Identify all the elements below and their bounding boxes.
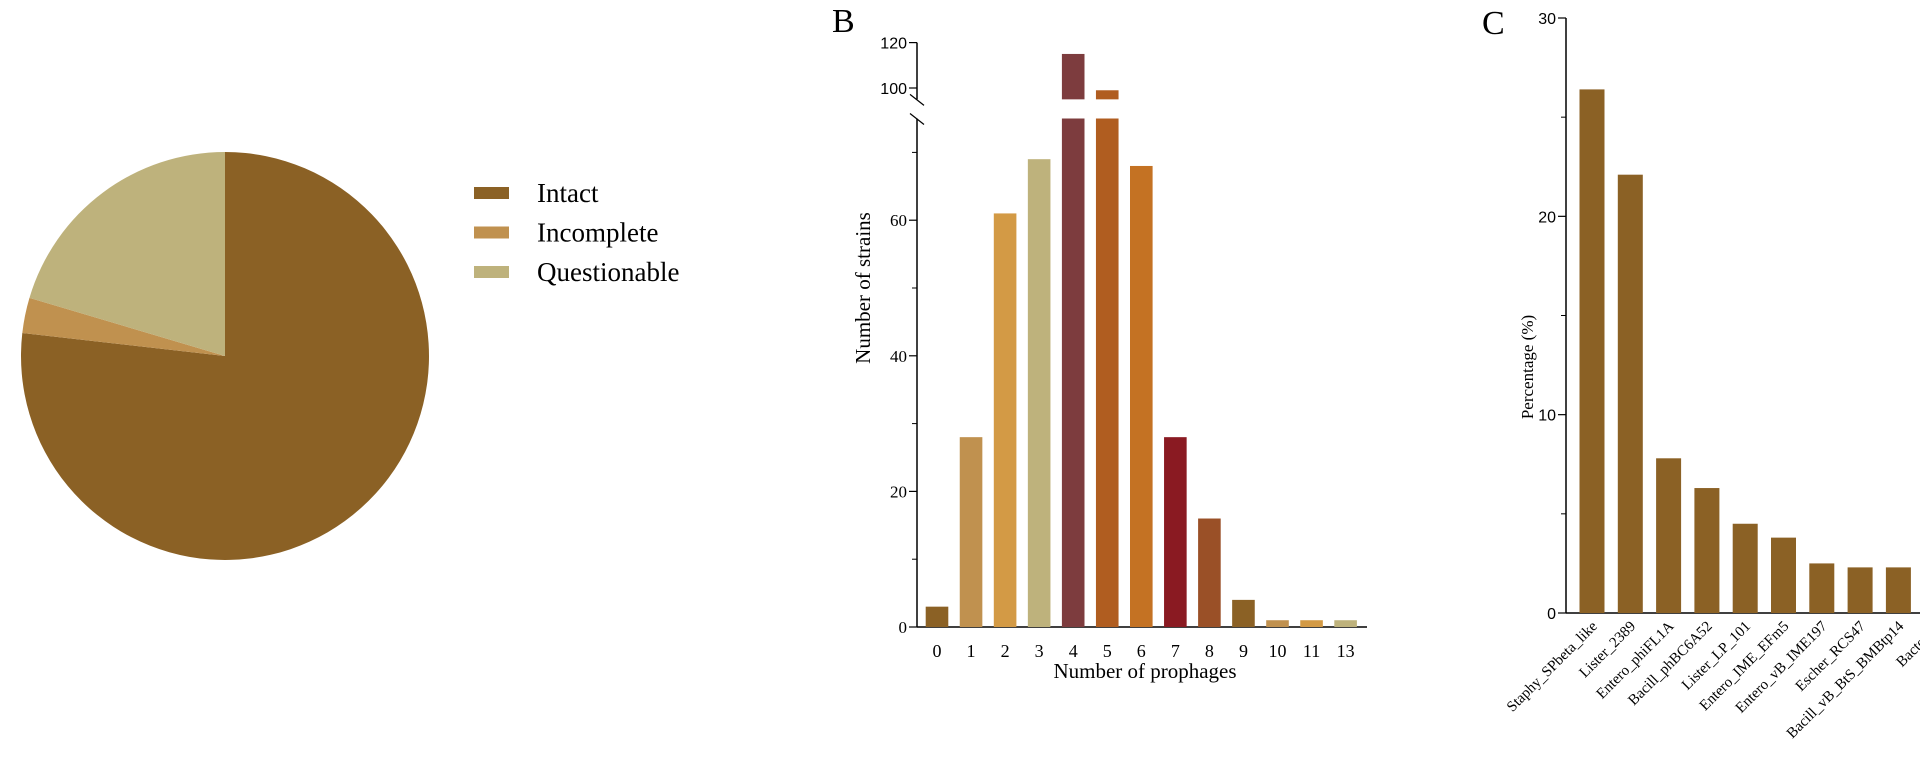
x-tick-label-b: 5 [1103,641,1112,661]
bar-c-Bacill_vB_BtS_BMBtp14 [1885,567,1911,613]
bar-b-5 [1095,118,1119,627]
y-tick-label-b: 20 [890,482,907,501]
y-tick-label-b: 0 [899,618,908,637]
x-tick-label-b: 3 [1035,641,1044,661]
bar-b-4 [1061,118,1085,627]
pie-slice-incomplete [22,297,225,356]
pie-slice-questionable [29,152,226,356]
bar-b-3 [1027,159,1051,627]
y-tick-label-b: 60 [890,211,907,230]
bar-b-10 [1266,620,1289,627]
bar-c-Lister_2389 [1617,174,1643,613]
legend-swatch [474,187,509,199]
x-axis-label-b: Number of prophages [1053,659,1236,683]
axis-break-mark [909,113,925,125]
bar-b-11 [1300,620,1323,627]
legend-label: Incomplete [537,218,658,248]
x-tick-label-b: 1 [967,641,976,661]
y-tick-label-c: 30 [1538,11,1556,28]
panel-label-b: B [832,3,855,40]
legend-swatch [474,226,509,239]
axis-break-mark [909,93,925,106]
bar-b-7 [1164,437,1187,627]
pie-slice-intact [21,152,430,561]
x-tick-label-b: 4 [1069,641,1078,661]
bar-c-Escher_RCS47 [1847,567,1873,613]
x-tick-label-b: 8 [1205,641,1214,661]
x-tick-label-b: 0 [933,641,942,661]
pie-legend: Intact Incomplete Questionable [474,178,679,287]
x-tick-label-b: 7 [1171,641,1180,661]
panel-label-c: C [1482,5,1505,42]
y-tick-label-c: 0 [1547,606,1556,623]
bar-b-8 [1198,518,1221,627]
bar-c-Entero_vB_IME197 [1809,563,1835,613]
x-tick-label-b: 6 [1137,641,1146,661]
bar-c-Entero_IME_EFm5 [1771,537,1796,613]
legend-swatch [474,266,509,278]
y-tick-label-c: 10 [1538,408,1556,425]
y-axis-label-c: Percentage (%) [1518,315,1537,419]
y-tick-label-c: 20 [1538,209,1556,226]
y-tick-label-b: 40 [890,347,907,366]
bar-b-5-upper [1095,90,1119,100]
pie-chart [21,152,430,561]
bar-b-4-upper [1061,53,1085,100]
bar-b-6 [1130,165,1153,627]
bar-b-1 [959,437,983,627]
x-tick-label-b: 13 [1337,641,1355,661]
x-tick-label-b: 10 [1269,641,1287,661]
bar-chart-b: 0 20 40 60 100 120 0 1 2 3 4 5 6 7 8 9 10 11 13 [880,36,1367,661]
bar-chart-c: 0102030Staphy_SPbeta_likeLister_2389Ente… [1504,11,1920,742]
bar-b-13 [1334,620,1357,627]
bar-c-Lister_LP_101 [1732,523,1758,613]
legend-label: Intact [537,178,599,208]
bar-c-Bacill_phBC6A52 [1694,488,1720,613]
bar-b-9 [1232,599,1255,627]
x-tick-label-b: 2 [1001,641,1010,661]
legend-label: Questionable [537,257,679,287]
x-tick-label-b: 11 [1303,641,1320,661]
bar-b-0 [925,606,949,627]
bar-c-Entero_phiFL1A [1656,458,1682,613]
x-tick-label-b: 9 [1239,641,1248,661]
y-tick-label-b: 120 [880,36,907,53]
y-tick-label-b: 100 [880,81,907,98]
bar-c-Staphy_SPbeta_like [1579,89,1605,613]
bar-b-2 [993,213,1017,628]
y-axis-label-b: Number of strains [851,212,875,364]
